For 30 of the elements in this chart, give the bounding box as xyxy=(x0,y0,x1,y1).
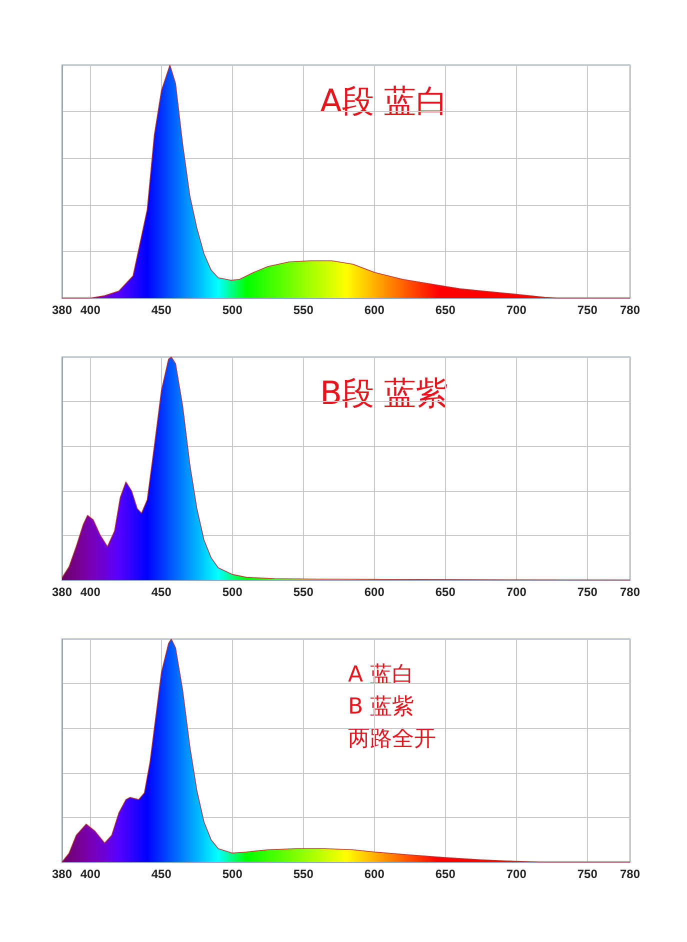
x-tick-label: 700 xyxy=(506,303,527,317)
x-tick-label: 650 xyxy=(435,303,456,317)
x-tick-label: 750 xyxy=(577,303,598,317)
x-tick-label: 600 xyxy=(364,867,385,881)
x-tick-label: 750 xyxy=(577,867,598,881)
x-tick-label: 550 xyxy=(293,585,314,599)
x-tick-label: 500 xyxy=(222,303,243,317)
x-tick-label: 600 xyxy=(364,303,385,317)
x-tick-label: 550 xyxy=(293,303,314,317)
x-tick-label: 600 xyxy=(364,585,385,599)
x-tick-label: 650 xyxy=(435,867,456,881)
x-tick-label: 450 xyxy=(151,303,172,317)
x-tick-label: 380 xyxy=(52,585,72,599)
x-tick-label: 400 xyxy=(80,867,101,881)
x-tick-label: 650 xyxy=(435,585,456,599)
x-tick-label: 780 xyxy=(620,585,640,599)
x-tick-label: 400 xyxy=(80,303,101,317)
x-tick-label: 380 xyxy=(52,867,72,881)
x-tick-label: 380 xyxy=(52,303,72,317)
x-tick-label: 450 xyxy=(151,867,172,881)
x-tick-label: 700 xyxy=(506,585,527,599)
x-tick-label: 500 xyxy=(222,585,243,599)
x-tick-label: 780 xyxy=(620,867,640,881)
x-tick-label: 750 xyxy=(577,585,598,599)
x-tick-label: 450 xyxy=(151,585,172,599)
x-tick-label: 700 xyxy=(506,867,527,881)
x-tick-label: 400 xyxy=(80,585,101,599)
x-tick-label: 500 xyxy=(222,867,243,881)
x-tick-label: 550 xyxy=(293,867,314,881)
x-tick-label: 780 xyxy=(620,303,640,317)
